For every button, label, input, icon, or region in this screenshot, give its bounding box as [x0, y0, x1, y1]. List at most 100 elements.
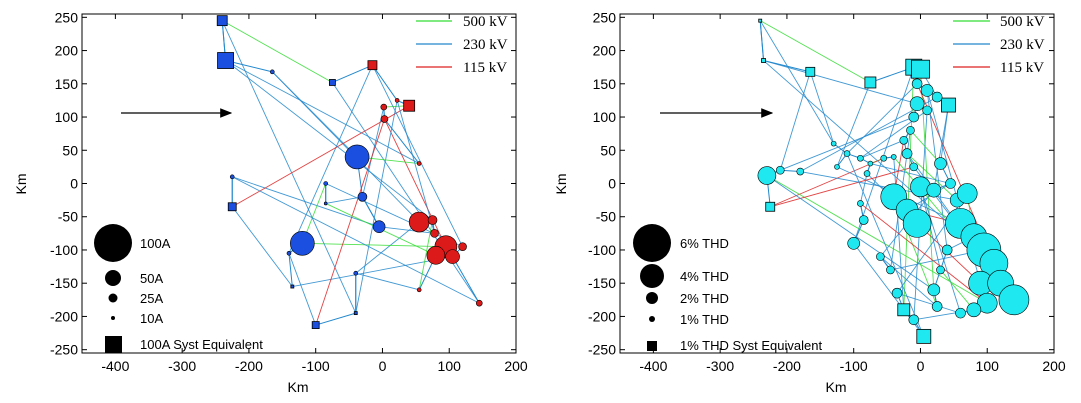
legend-size-100a [94, 224, 132, 262]
legend-label-4pct: 4% THD [680, 269, 729, 284]
y-tick-label: -250 [588, 342, 616, 358]
bus-marker [796, 167, 805, 176]
x-tick-label: -400 [639, 358, 667, 374]
y-tick-label: 100 [55, 109, 79, 125]
x-tick-label: 0 [917, 358, 925, 374]
x-axis-label: Km [826, 379, 847, 395]
legend-size-syst-equivalent [105, 336, 122, 353]
bus-marker [936, 265, 945, 275]
line-230kv [288, 64, 373, 254]
x-tick-label: 200 [1042, 358, 1066, 374]
y-tick-label: -50 [58, 209, 78, 225]
line-500kv [910, 130, 941, 164]
line-230kv [920, 186, 961, 314]
bus-marker [908, 111, 920, 123]
line-230kv [271, 71, 358, 158]
bus-marker [926, 182, 942, 198]
legend-label-syst-equivalent: 100A Syst Equivalent [140, 337, 263, 352]
plot-frame [81, 13, 517, 354]
system-equivalent-marker [403, 99, 416, 112]
bus-marker [857, 200, 864, 207]
line-230kv [933, 104, 949, 191]
legend-label-500kv: 500 kV [463, 14, 508, 30]
bus-marker [416, 161, 422, 166]
legend-label-25a: 25A [140, 291, 163, 306]
bus-marker [229, 174, 235, 180]
line-legend: 500 kV 230 kV 115 kV [953, 14, 1045, 76]
bus-marker [380, 103, 388, 111]
line-115kv [232, 105, 410, 208]
bus-marker [909, 96, 925, 112]
x-tick-label: -100 [840, 358, 868, 374]
legend-label-100a: 100A [140, 236, 171, 251]
system-equivalent-marker [758, 18, 763, 23]
y-tick-label: -200 [50, 308, 78, 324]
bus-marker [458, 242, 467, 251]
system-equivalent-marker [941, 97, 956, 113]
bus-marker [475, 299, 483, 307]
x-tick-label: 200 [504, 358, 528, 374]
bus-marker [757, 166, 777, 185]
y-tick-label: -150 [50, 275, 78, 291]
line-230kv [231, 206, 293, 287]
y-tick-label: 250 [55, 9, 79, 25]
bus-marker [372, 220, 386, 234]
bus-marker [931, 301, 943, 312]
y-tick-label: 200 [593, 43, 617, 59]
bus-marker [834, 164, 840, 170]
bus-marker [323, 181, 329, 186]
legend-label-2pct: 2% THD [680, 291, 729, 306]
line-115kv [770, 157, 884, 208]
bus-marker [445, 249, 460, 264]
legend-size-10a [111, 316, 115, 320]
bus-markers [216, 15, 483, 329]
line-500kv [302, 242, 446, 248]
line-500kv [906, 153, 958, 201]
x-tick-label: -100 [302, 358, 330, 374]
bus-marker [867, 160, 874, 167]
line-230kv [379, 226, 435, 234]
legend-size-1pct [649, 316, 655, 322]
y-tick-label: 150 [593, 76, 617, 92]
y-axis-label: Km [553, 174, 569, 195]
line-230kv [315, 312, 356, 326]
bus-marker [426, 245, 446, 265]
legend-label-115kv: 115 kV [1000, 60, 1044, 76]
bus-marker [922, 105, 932, 116]
line-230kv [232, 176, 480, 304]
y-tick-label: 250 [593, 9, 617, 25]
legend-size-syst-equivalent [647, 341, 657, 351]
line-230kv [225, 60, 420, 164]
axis-ticks: -400 -300 -200 -100 0 100 200 250 200 150 100 50 0 -5… [50, 9, 528, 374]
line-230kv [396, 100, 435, 234]
bus-marker [323, 201, 328, 206]
y-tick-label: 50 [600, 142, 616, 158]
line-230kv [232, 176, 380, 228]
line-230kv [859, 173, 868, 204]
bus-marker [934, 157, 947, 170]
y-axis-label: Km [13, 174, 29, 195]
bus-marker [863, 170, 871, 177]
legend-size-2pct [646, 292, 658, 304]
bus-marker [966, 302, 982, 318]
bus-marker [886, 265, 895, 275]
bus-marker [899, 135, 909, 145]
line-230kv [880, 256, 938, 307]
legend-size-25a [108, 293, 118, 303]
y-tick-label: 200 [55, 43, 79, 59]
legend-label-1pct: 1% THD [680, 312, 729, 327]
line-230kv [780, 116, 914, 171]
line-230kv [836, 82, 871, 168]
x-tick-label: -400 [101, 358, 129, 374]
right-chart: -400 -300 -200 -100 0 100 200 250 200 150 100 50 0 -5… [553, 9, 1066, 395]
line-115kv [315, 118, 385, 326]
bus-marker [945, 178, 956, 189]
system-equivalent-marker [864, 76, 877, 89]
line-230kv [896, 292, 961, 314]
bus-marker [843, 150, 851, 157]
line-230kv [766, 175, 935, 291]
line-230kv [225, 60, 433, 221]
bus-marker [380, 115, 389, 123]
line-230kv [288, 253, 293, 287]
bus-marker [956, 183, 978, 204]
